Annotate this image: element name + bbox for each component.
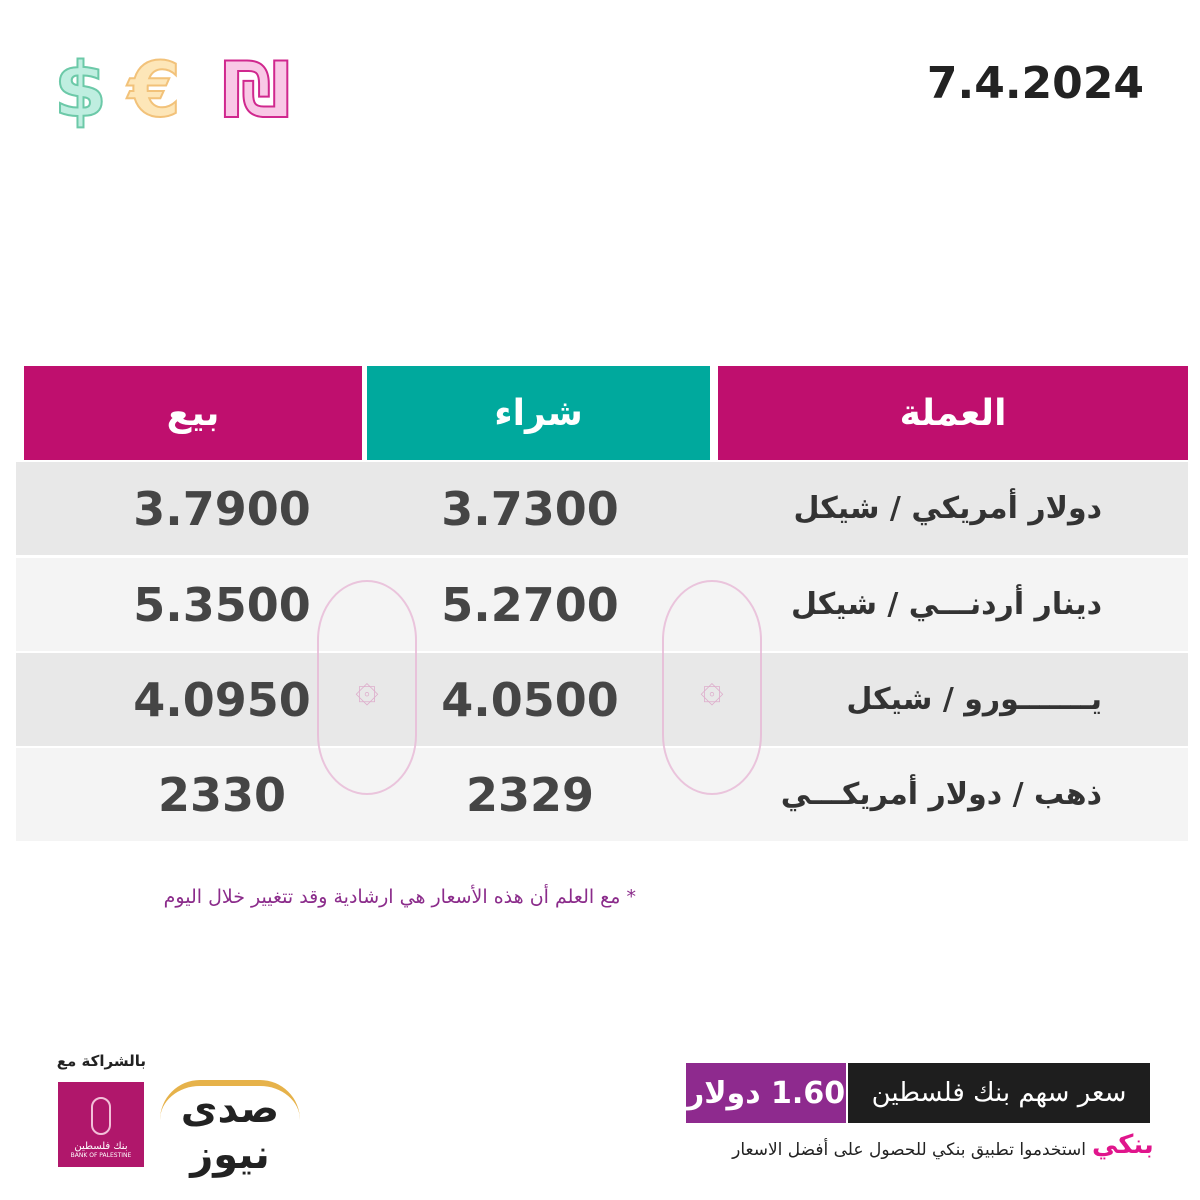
table-row: 4.0950 4.0500 يـــــــورو / شيكل (16, 653, 1188, 746)
table-row: 2330 2329 ذهب / دولار أمريكـــي (16, 748, 1188, 841)
sell-value: 2330 (157, 767, 287, 822)
header-sell: بيع (24, 366, 362, 460)
share-label: سعر سهم بنك فلسطين (848, 1063, 1150, 1123)
euro-icon: € (127, 45, 182, 134)
dollar-icon: $ (53, 45, 108, 134)
sada-news-logo: صدى نيوز (160, 1080, 300, 1178)
currency-name: دولار أمريكي / شيكل (793, 491, 1103, 526)
sell-value: 5.3500 (133, 577, 311, 632)
sell-value: 3.7900 (133, 481, 311, 536)
buy-value: 5.2700 (441, 577, 619, 632)
disclaimer-note: * مع العلم أن هذه الأسعار هي ارشادية وقد… (163, 886, 636, 908)
table-row: 3.7900 3.7300 دولار أمريكي / شيكل (16, 462, 1188, 555)
watermark-ornament-icon: ۞ (317, 580, 417, 795)
currency-name: يـــــــورو / شيكل (846, 682, 1102, 717)
header-buy: شراء (367, 366, 710, 460)
partnership-label: بالشراكة مع (56, 1052, 146, 1070)
buy-value: 4.0500 (441, 672, 619, 727)
sell-value: 4.0950 (133, 672, 311, 727)
shekel-icon: ₪ (221, 45, 292, 134)
date: 7.4.2024 (926, 58, 1144, 109)
banki-logo: بنكي (1092, 1130, 1154, 1160)
header-currency: العملة (718, 366, 1188, 460)
buy-value: 3.7300 (441, 481, 619, 536)
share-price: 1.60 دولار (686, 1063, 846, 1123)
app-promo-text: استخدموا تطبيق بنكي للحصول على أفضل الاس… (732, 1140, 1086, 1160)
currency-name: ذهب / دولار أمريكـــي (780, 777, 1102, 812)
table-row: 5.3500 5.2700 دينار أردنـــي / شيكل (16, 558, 1188, 651)
currency-name: دينار أردنـــي / شيكل (790, 587, 1102, 622)
bank-of-palestine-logo: بنك فلسطين BANK OF PALESTINE (58, 1082, 144, 1167)
buy-value: 2329 (465, 767, 595, 822)
watermark-ornament-icon: ۞ (662, 580, 762, 795)
